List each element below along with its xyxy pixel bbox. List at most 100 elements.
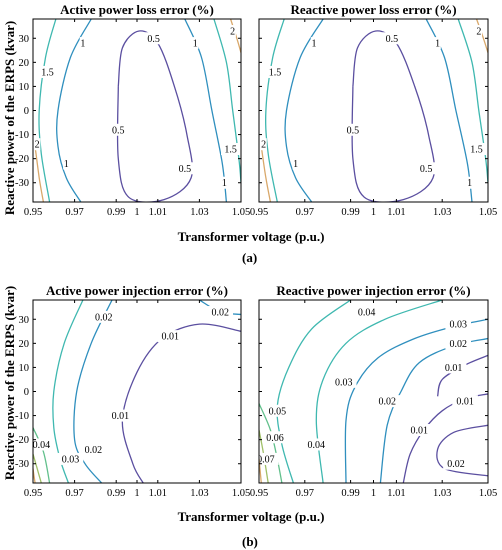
x-tick-label: 0.97 (296, 488, 314, 499)
contour-label-bg (221, 176, 228, 189)
contour-panel-4: Reactive power injection error (%)0.010.… (250, 283, 497, 499)
contour-label: 1 (64, 159, 69, 170)
y-tick-label: -30 (15, 459, 29, 470)
contour-label-bg (303, 438, 330, 451)
contour-label-bg (175, 162, 195, 175)
contour-label-bg (374, 395, 401, 408)
contour-label-bg (292, 157, 299, 170)
contour-line-1.5 (213, 19, 241, 183)
contour-label: 0.01 (411, 426, 429, 437)
contour-label: 0.02 (447, 459, 465, 470)
contour-label-bg (37, 65, 58, 78)
contour-line-1.5 (265, 19, 285, 202)
contour-panels: Active power loss error (%)0.50.50.51111… (15, 2, 497, 499)
contour-label: 1.5 (224, 145, 237, 156)
contour-label: 0.03 (335, 377, 353, 388)
contour-line-2 (229, 19, 241, 53)
contour-label-bg (443, 457, 469, 470)
contour-label: 0.06 (266, 433, 284, 444)
contour-label: 0.07 (257, 454, 275, 465)
x-tick-label: 1.03 (433, 207, 451, 218)
plot-area (33, 300, 241, 483)
y-axis-label-top: Reactive power of the ERPS (kvar) (2, 21, 17, 215)
y-tick-label: 30 (19, 34, 30, 45)
contour-label-bg (229, 25, 236, 38)
y-tick-label: 20 (19, 339, 30, 350)
x-tick-label: 0.95 (250, 488, 268, 499)
contour-label-bg (90, 310, 117, 323)
x-tick-label: 1.05 (232, 488, 250, 499)
contour-label: 0.5 (179, 164, 192, 175)
contour-label: 0.5 (347, 125, 360, 136)
contour-label-bg (434, 37, 441, 50)
contour-label: 0.01 (162, 332, 180, 343)
contour-label-bg (259, 452, 279, 465)
contour-label-bg (107, 409, 134, 422)
contour-label-bg (207, 306, 233, 319)
x-tick-label: 0.99 (341, 488, 359, 499)
contour-label-bg (260, 138, 267, 151)
y-tick-label: -30 (15, 178, 29, 189)
x-tick-label: 1 (371, 207, 376, 218)
x-tick-label: 1.01 (387, 488, 405, 499)
x-tick-label: 1.05 (479, 488, 497, 499)
x-tick-label: 0.95 (250, 207, 268, 218)
contour-label-bg (33, 138, 41, 151)
contour-label-bg (445, 337, 472, 350)
contour-label: 0.01 (112, 411, 130, 422)
contour-label: 0.02 (85, 445, 103, 456)
y-tick-label: 10 (19, 363, 30, 374)
contour-label: 1 (193, 39, 198, 50)
contour-label-bg (475, 25, 483, 38)
contour-line-0.06 (259, 403, 283, 483)
contour-label-bg (452, 395, 478, 408)
contour-label: 1 (435, 39, 440, 50)
contour-label: 0.04 (308, 440, 326, 451)
contour-line-1 (284, 19, 324, 202)
contour-label: 0.04 (358, 308, 376, 319)
contour-line-0.01 (121, 323, 241, 483)
y-tick-label: 0 (24, 387, 29, 398)
contour-label-bg (79, 37, 87, 50)
contour-label-bg (57, 452, 84, 465)
y-tick-label: -10 (15, 411, 29, 422)
contour-label: 0.02 (378, 397, 396, 408)
contour-label: 0.5 (147, 34, 160, 45)
contour-line-0.5 (351, 30, 436, 202)
contour-line-0.04 (315, 300, 443, 483)
x-tick-label: 0.99 (107, 488, 125, 499)
contour-label: 0.02 (211, 308, 229, 319)
panel-title: Active power injection error (%) (46, 283, 228, 298)
contour-panel-1: Active power loss error (%)0.50.50.51111… (15, 2, 250, 218)
x-tick-label: 1.01 (149, 207, 167, 218)
contour-panel-2: Reactive power loss error (%)0.50.50.511… (250, 2, 497, 218)
contour-label-bg (382, 32, 402, 45)
x-tick-label: 1 (371, 488, 376, 499)
contour-label: 0.01 (456, 397, 474, 408)
x-tick-label: 0.97 (65, 488, 83, 499)
contour-lines: 0.5 0.5 0.5 1 1 1 1 1.5 1.5 2 2 (260, 19, 488, 202)
x-tick-label: 1 (134, 488, 139, 499)
contour-label-bg (262, 431, 288, 444)
contour-line-2 (260, 146, 272, 202)
y-tick-label: -20 (15, 435, 29, 446)
x-tick-label: 1.05 (232, 207, 250, 218)
contour-label: 1 (293, 159, 298, 170)
contour-label: 2 (476, 27, 481, 38)
contour-line-0.04 (33, 427, 51, 483)
x-tick-label: 0.97 (65, 207, 83, 218)
contour-label: 0.5 (420, 164, 433, 175)
x-tick-label: 1.03 (190, 207, 208, 218)
contour-line-1.5 (38, 19, 57, 202)
contour-label: 2 (230, 27, 235, 38)
contour-label: 0.02 (95, 312, 113, 323)
contour-label: 1 (222, 178, 227, 189)
contour-label-bg (33, 438, 55, 451)
contour-label-bg (406, 424, 433, 437)
x-tick-label: 0.99 (341, 207, 359, 218)
x-tick-label: 0.97 (296, 207, 314, 218)
x-axis-label-bottom: Transformer voltage (p.u.) (178, 509, 325, 524)
contour-label-bg (264, 404, 291, 417)
x-tick-label: 1.03 (433, 488, 451, 499)
